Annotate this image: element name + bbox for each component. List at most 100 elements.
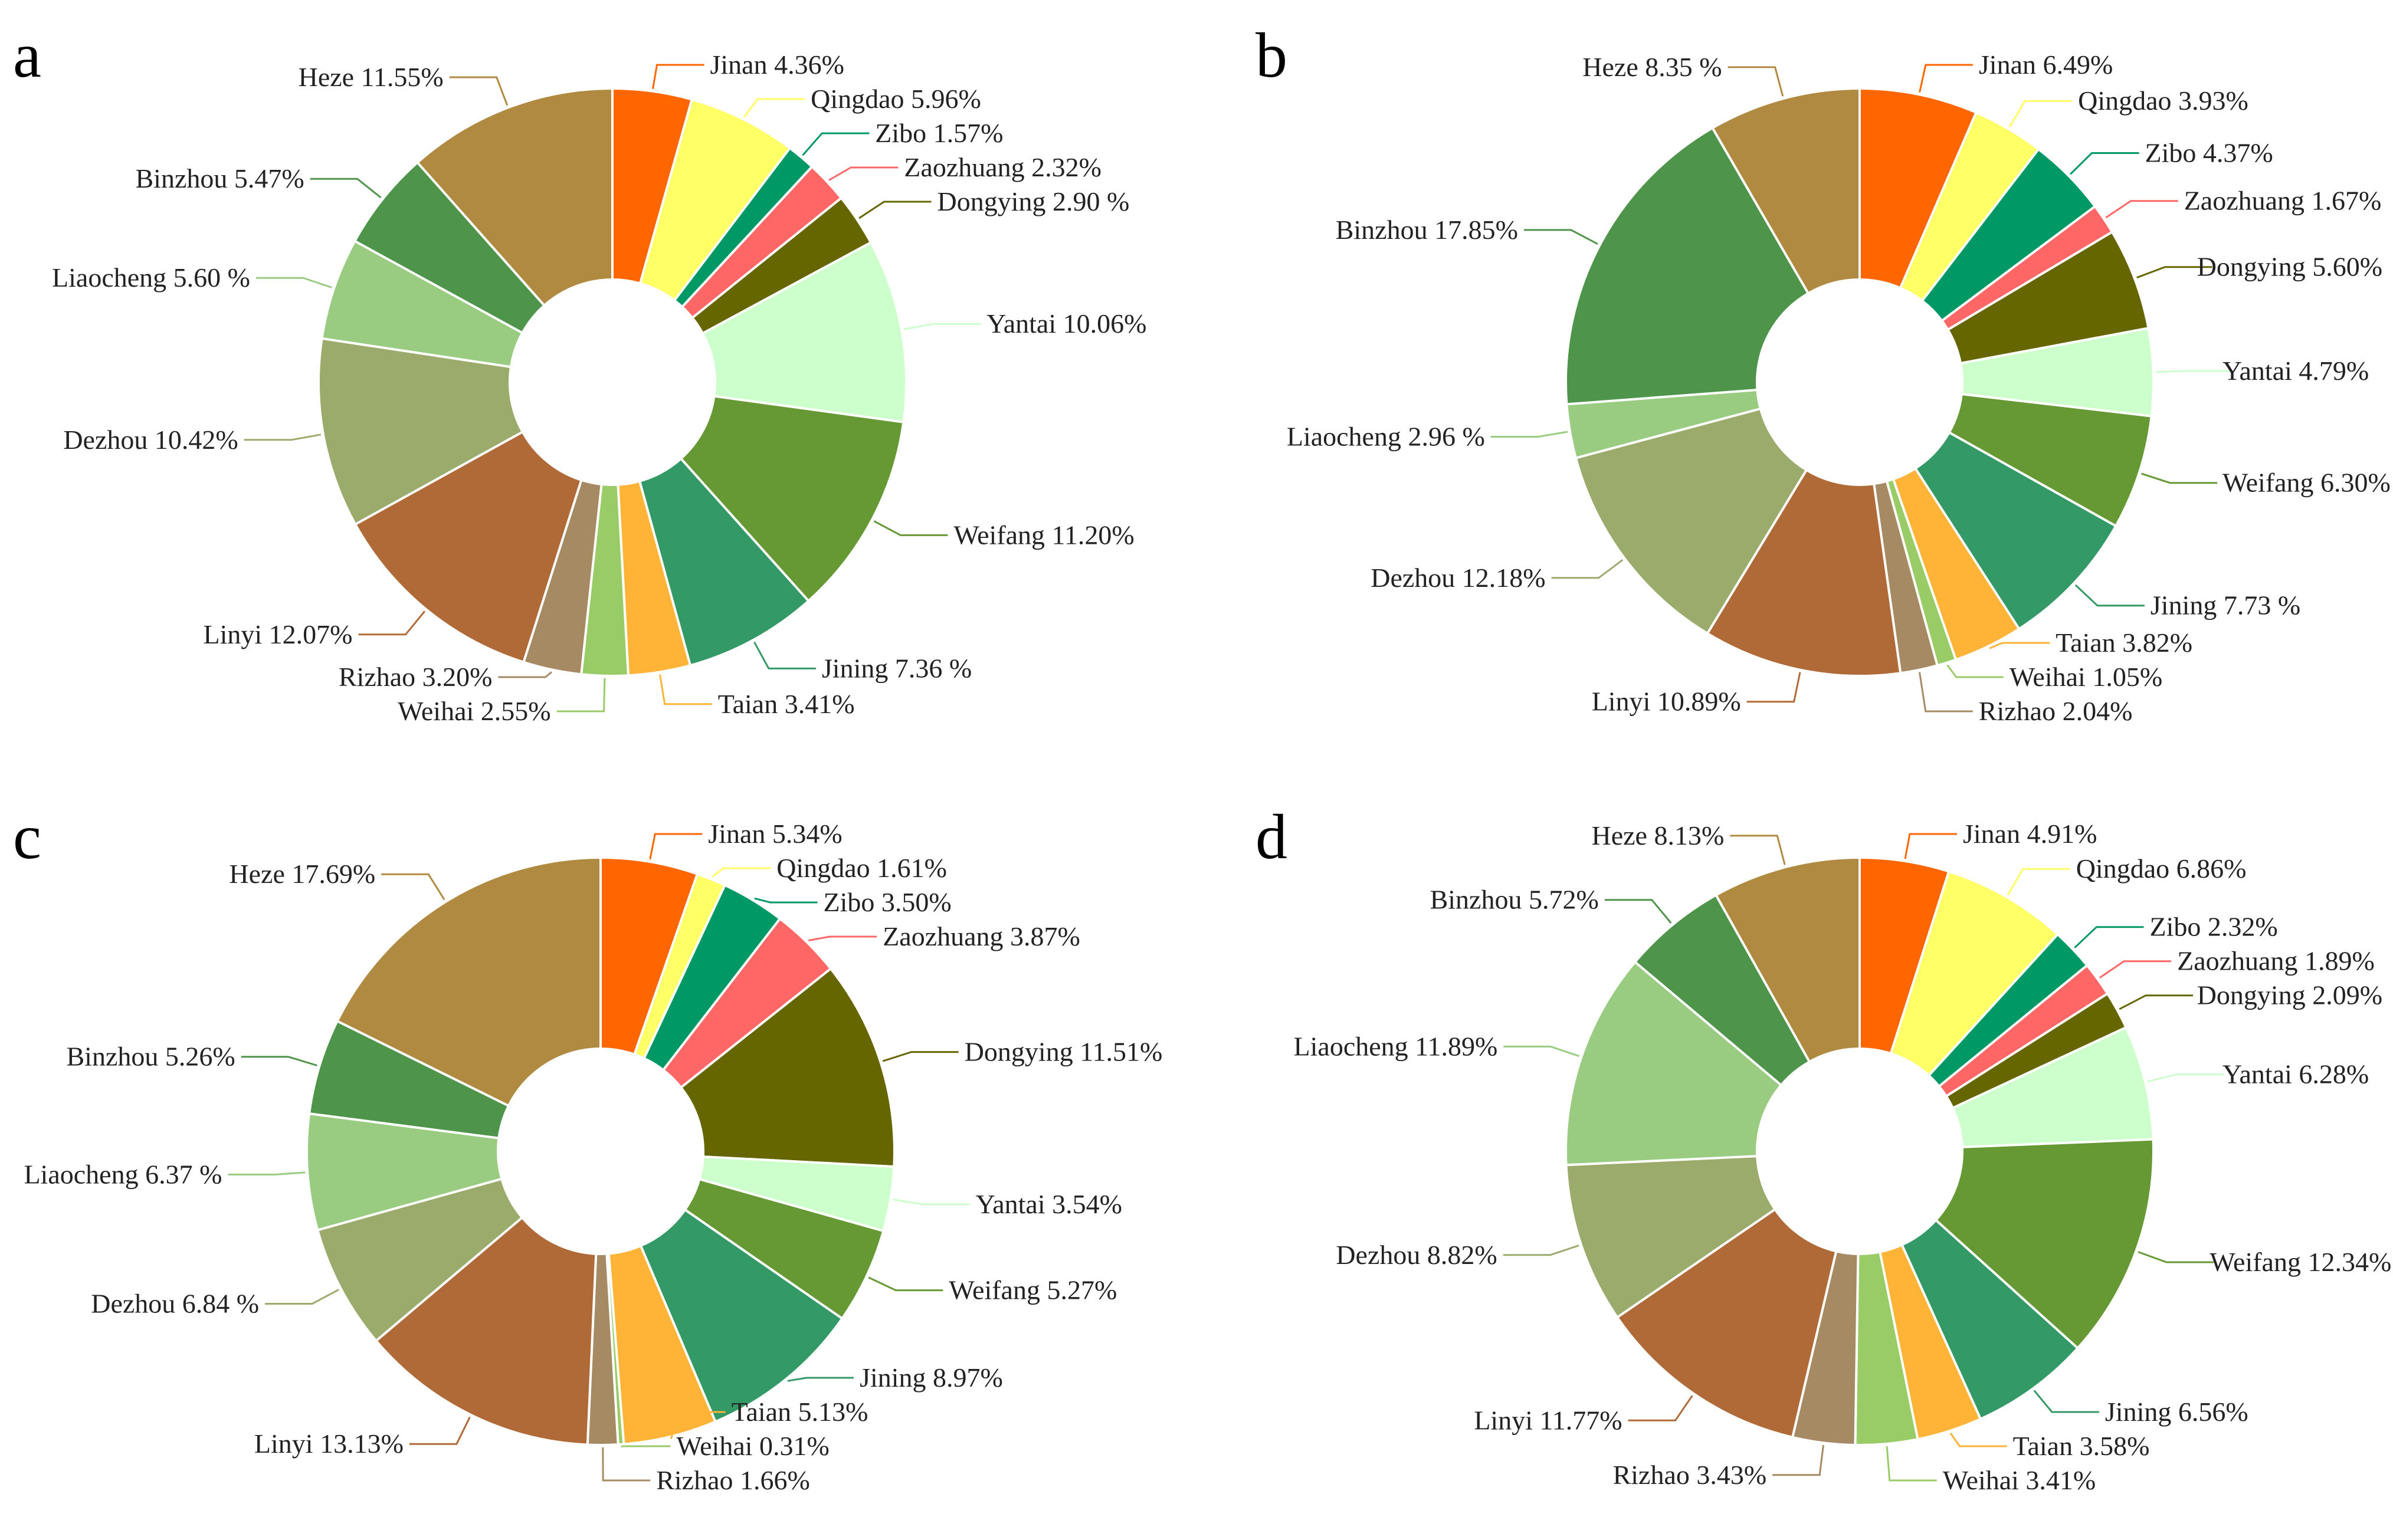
leader-line-a-linyi: [358, 610, 425, 636]
slice-a-linyi: [353, 430, 583, 664]
slice-label-a-weifang: Weifang 11.20%: [953, 520, 1134, 550]
slice-label-b-liaocheng: Liaocheng 2.96 %: [1287, 422, 1485, 452]
donut-panel-b: Jinan 6.49% Qingdao 3.93% Zibo 4.37% Zaozhu…: [1287, 50, 2391, 726]
leader-line-c-qingdao: [712, 867, 771, 878]
leader-line-b-yantai: [2155, 370, 2233, 373]
leader-line-b-weifang: [2141, 472, 2217, 484]
leader-line-c-yantai: [893, 1198, 970, 1206]
slice-label-b-heze: Heze 8.35 %: [1582, 52, 1722, 82]
slice-d-dezhou: [1565, 1154, 1777, 1319]
slice-label-a-yantai: Yantai 10.06%: [986, 308, 1146, 339]
slice-a-dezhou: [317, 337, 525, 526]
slice-label-c-jining: Jining 8.97%: [860, 1362, 1003, 1393]
slice-a-heze: [415, 87, 614, 307]
leader-line-c-dongying: [882, 1051, 959, 1062]
leader-line-a-rizhao: [498, 671, 552, 678]
leader-line-a-binzhou: [310, 178, 382, 199]
leader-line-d-weifang: [2138, 1251, 2214, 1263]
slice-label-a-linyi: Linyi 12.07%: [204, 619, 353, 649]
panel-letter-b: b: [1255, 21, 1287, 91]
slice-label-d-linyi: Linyi 11.77%: [1474, 1405, 1622, 1435]
donut-panel-d: Jinan 4.91% Qingdao 6.86% Zibo 2.32% Zaozhu…: [1294, 819, 2392, 1495]
leader-line-b-taian: [1989, 642, 2050, 649]
leader-line-c-rizhao: [602, 1447, 651, 1482]
slice-c-jining: [639, 1208, 844, 1424]
leader-line-b-binzhou: [1523, 229, 1598, 245]
leader-line-a-heze: [449, 76, 509, 106]
leader-line-b-qingdao: [2009, 100, 2073, 127]
leader-line-c-linyi: [409, 1416, 471, 1445]
slice-label-b-linyi: Linyi 10.89%: [1592, 687, 1741, 717]
slice-label-d-dongying: Dongying 2.09%: [2197, 980, 2382, 1010]
leader-line-c-liaocheng: [228, 1171, 306, 1175]
slice-label-c-yantai: Yantai 3.54%: [976, 1189, 1122, 1219]
donut-panel-a: Jinan 4.36% Qingdao 5.96% Zibo 1.57% Zaozhu…: [52, 50, 1146, 726]
slice-label-d-liaocheng: Liaocheng 11.89%: [1294, 1031, 1498, 1061]
panel-letter-c: c: [13, 802, 41, 872]
slice-label-d-binzhou: Binzhou 5.72%: [1430, 885, 1599, 915]
slice-label-a-binzhou: Binzhou 5.47%: [135, 163, 304, 193]
leader-line-b-jinan: [1919, 64, 1973, 93]
donut-panel-c: Jinan 5.34% Qingdao 1.61% Zibo 3.50% Zaozhu…: [24, 819, 1162, 1495]
leader-line-a-zibo: [802, 132, 870, 156]
leader-line-d-zibo: [2074, 926, 2144, 948]
slice-d-heze: [1714, 856, 1861, 1063]
slice-b-jining: [1913, 431, 2117, 631]
slice-label-d-zibo: Zibo 2.32%: [2150, 912, 2278, 942]
leader-line-b-linyi: [1746, 672, 1801, 703]
leader-line-c-zibo: [754, 897, 818, 904]
leader-line-a-taian: [659, 674, 712, 705]
leader-line-d-linyi: [1628, 1395, 1693, 1421]
slice-label-b-taian: Taian 3.82%: [2056, 628, 2192, 658]
slice-label-c-weifang: Weifang 5.27%: [949, 1275, 1117, 1305]
leader-line-a-weihai: [556, 678, 606, 712]
leader-line-d-jinan: [1904, 833, 1957, 859]
slice-label-b-jining: Jining 7.73 %: [2151, 590, 2300, 620]
leader-line-b-zaozhuang: [2105, 200, 2178, 219]
leader-line-a-yantai: [903, 323, 981, 330]
leader-line-d-qingdao: [2007, 868, 2070, 896]
leader-line-c-jining: [787, 1377, 854, 1382]
leader-line-b-zibo: [2070, 152, 2139, 175]
leader-line-c-binzhou: [241, 1056, 317, 1066]
slice-label-a-qingdao: Qingdao 5.96%: [811, 84, 981, 114]
slice-label-d-yantai: Yantai 6.28%: [2222, 1059, 2369, 1089]
slice-label-a-liaocheng: Liaocheng 5.60 %: [52, 262, 250, 293]
slice-d-liaocheng: [1565, 960, 1783, 1167]
leader-line-d-taian: [1949, 1432, 2007, 1447]
slice-label-c-taian: Taian 5.13%: [732, 1397, 868, 1427]
slice-c-dongying: [679, 967, 896, 1168]
slice-d-qingdao: [1889, 869, 2060, 1078]
slice-label-b-rizhao: Rizhao 2.04%: [1979, 696, 2133, 726]
slice-label-d-rizhao: Rizhao 3.43%: [1613, 1460, 1767, 1490]
slice-label-a-taian: Taian 3.41%: [718, 689, 855, 719]
slice-b-linyi: [1706, 468, 1902, 677]
leader-line-b-heze: [1727, 66, 1784, 97]
leader-line-b-jining: [2074, 584, 2145, 607]
slice-b-binzhou: [1564, 126, 1810, 406]
slice-label-a-weihai: Weihai 2.55%: [398, 696, 550, 726]
slice-label-b-qingdao: Qingdao 3.93%: [2078, 86, 2248, 116]
slice-label-d-dezhou: Dezhou 8.82%: [1336, 1240, 1497, 1270]
slice-label-d-jinan: Jinan 4.91%: [1963, 819, 2097, 849]
slice-b-heze: [1710, 87, 1861, 295]
leader-line-a-liaocheng: [256, 277, 332, 288]
leader-line-b-rizhao: [1919, 672, 1973, 712]
leader-line-c-heze: [381, 873, 445, 901]
leader-line-b-liaocheng: [1490, 431, 1568, 438]
leader-line-a-weifang: [873, 520, 948, 536]
slice-label-c-binzhou: Binzhou 5.26%: [66, 1042, 235, 1072]
slice-label-b-jinan: Jinan 6.49%: [1979, 50, 2113, 80]
slice-label-c-weihai: Weihai 0.31%: [676, 1431, 829, 1461]
slice-label-d-weihai: Weihai 3.41%: [1943, 1465, 2096, 1495]
leader-line-d-jining: [2033, 1390, 2099, 1413]
leader-line-d-weihai: [1886, 1446, 1937, 1482]
leader-line-d-dongying: [2119, 994, 2193, 1010]
leader-line-d-liaocheng: [1503, 1045, 1580, 1058]
slice-label-b-yantai: Yantai 4.79%: [2222, 356, 2369, 386]
leader-line-c-weifang: [868, 1276, 943, 1292]
leader-line-a-jining: [753, 641, 816, 669]
slice-d-weifang: [1934, 1138, 2155, 1350]
leader-line-c-jinan: [649, 833, 703, 860]
